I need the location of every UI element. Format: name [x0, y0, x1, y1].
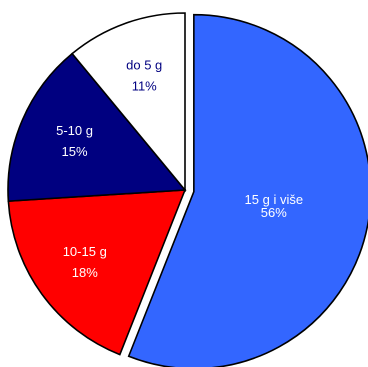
- pie-slice-10-15-g: [7, 189, 187, 356]
- slice-value-10-15-g: 18%: [72, 265, 98, 280]
- slice-label-15-g-i-vi-e: 15 g i više: [245, 192, 304, 207]
- pie-slices: [7, 12, 368, 367]
- slice-label-10-15-g: 10-15 g: [63, 244, 107, 259]
- slice-value-15-g-i-vi-e: 56%: [261, 205, 287, 220]
- slice-label-do-5-g: do 5 g: [126, 58, 162, 73]
- slice-value-5-10-g: 15%: [62, 144, 88, 159]
- slice-label-5-10-g: 5-10 g: [56, 123, 93, 138]
- pie-slice-do-5-g: [71, 12, 186, 193]
- slice-value-do-5-g: 11%: [132, 79, 157, 94]
- pie-slice-5-10-g: [7, 52, 187, 202]
